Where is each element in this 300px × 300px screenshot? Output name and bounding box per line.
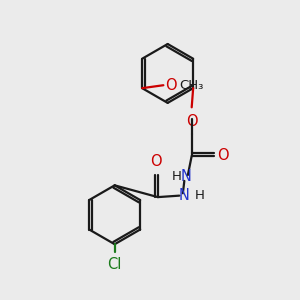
Text: O: O <box>165 78 177 93</box>
Text: O: O <box>217 148 229 164</box>
Text: N: N <box>180 169 191 184</box>
Text: N: N <box>179 188 190 203</box>
Text: O: O <box>151 154 162 169</box>
Text: CH₃: CH₃ <box>180 79 204 92</box>
Text: O: O <box>186 114 197 129</box>
Text: H: H <box>195 189 205 202</box>
Text: H: H <box>172 170 182 183</box>
Text: Cl: Cl <box>107 257 122 272</box>
